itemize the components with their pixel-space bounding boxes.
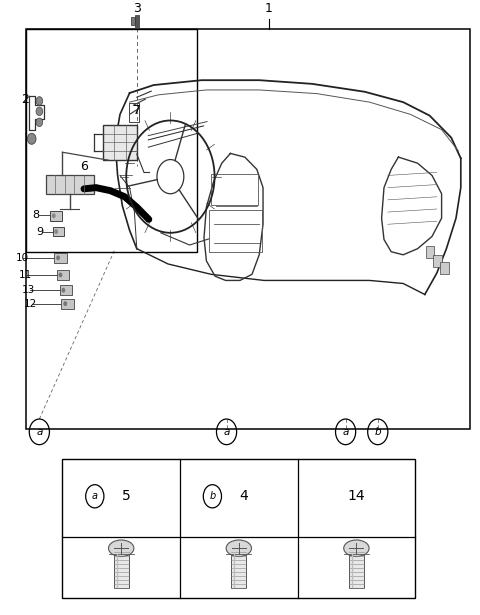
Bar [61, 299, 74, 309]
Text: 2: 2 [22, 93, 29, 106]
Text: 11: 11 [19, 270, 33, 280]
Text: 3: 3 [133, 2, 141, 15]
Circle shape [36, 97, 43, 105]
Circle shape [56, 255, 60, 260]
Bar [131, 17, 135, 25]
Bar [54, 253, 67, 263]
Text: 6: 6 [80, 160, 88, 173]
Bar [62, 459, 415, 598]
Bar [46, 175, 94, 194]
Ellipse shape [226, 540, 252, 557]
Text: 5: 5 [121, 490, 131, 503]
Bar [349, 552, 364, 589]
Text: 8: 8 [32, 210, 39, 220]
Bar [433, 255, 442, 267]
Bar [26, 29, 470, 429]
Text: 12: 12 [24, 299, 37, 309]
Circle shape [61, 288, 65, 293]
Bar [60, 285, 72, 295]
Bar [53, 228, 64, 237]
Bar [209, 210, 262, 252]
Circle shape [52, 213, 56, 218]
Text: 13: 13 [22, 285, 36, 295]
Text: 9: 9 [36, 227, 43, 237]
Bar [103, 125, 137, 160]
Text: b: b [209, 491, 216, 501]
Circle shape [36, 107, 43, 116]
Text: a: a [92, 491, 98, 501]
Circle shape [27, 133, 36, 145]
Bar [440, 262, 449, 274]
Text: b: b [374, 427, 381, 437]
Ellipse shape [108, 540, 134, 557]
Bar [129, 103, 139, 122]
Bar [114, 552, 129, 589]
Bar [211, 174, 258, 205]
Text: 14: 14 [348, 490, 365, 503]
Bar [50, 212, 62, 221]
Text: 1: 1 [265, 2, 273, 15]
Ellipse shape [344, 540, 369, 557]
Circle shape [59, 272, 62, 277]
Text: 10: 10 [15, 253, 28, 263]
Bar [231, 552, 246, 589]
Bar [426, 245, 434, 258]
Text: a: a [223, 427, 230, 437]
Bar [57, 270, 69, 280]
Text: 4: 4 [239, 490, 248, 503]
Bar [135, 15, 139, 28]
Circle shape [54, 229, 58, 234]
Circle shape [36, 118, 43, 127]
Text: a: a [36, 427, 43, 437]
Text: 7: 7 [133, 105, 141, 117]
Circle shape [63, 301, 67, 306]
Text: a: a [342, 427, 349, 437]
Bar [26, 29, 197, 252]
